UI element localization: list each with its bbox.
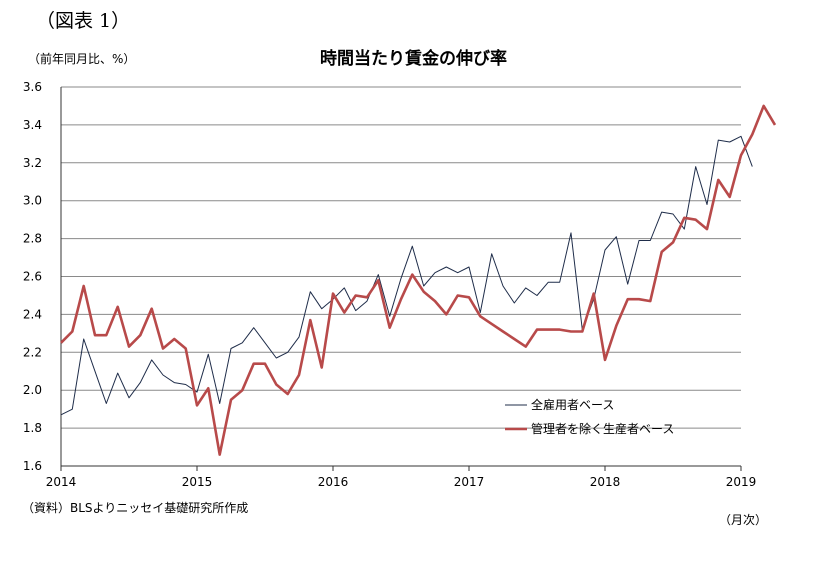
series-line-2 [60, 104, 777, 456]
legend-label-2: 管理者を除く生産者ベース [531, 421, 674, 436]
y-tick-label: 2.6 [23, 270, 42, 284]
chart-title: 時間当たり賃金の伸び率 [320, 49, 507, 69]
y-tick-label: 3.6 [23, 80, 42, 94]
x-tick-label: 2018 [590, 475, 621, 489]
series-lines [60, 104, 777, 456]
x-tick-label: 2017 [454, 475, 485, 489]
x-tick-label: 2015 [182, 475, 213, 489]
figure-caption: （図表 1） [36, 10, 131, 32]
y-tick-label: 2.8 [23, 232, 42, 246]
grid-lines [61, 86, 741, 429]
axes: 1.6 1.8 2.0 2.2 2.4 2.6 2.8 3.0 3.2 3.4 3.6 2014 201… [23, 80, 756, 489]
y-tick-label: 3.4 [23, 118, 42, 132]
y-tick-label: 1.6 [23, 459, 42, 473]
y-tick-label: 3.2 [23, 156, 42, 170]
x-tick-label: 2014 [46, 475, 77, 489]
y-tick-label: 2.2 [23, 345, 42, 359]
y-unit-label: （前年同月比、%） [28, 52, 136, 66]
x-tick-label: 2016 [318, 475, 349, 489]
y-tick-label: 1.8 [23, 421, 42, 435]
y-tick-label: 2.4 [23, 307, 42, 321]
y-tick-label: 3.0 [23, 194, 42, 208]
y-tick-label: 2.0 [23, 383, 42, 397]
series-line-1 [60, 135, 753, 416]
legend-label-1: 全雇用者ベース [531, 397, 614, 412]
x-tick-label: 2019 [726, 475, 757, 489]
x-unit-label: （月次） [719, 513, 768, 527]
source-note: （資料）BLSよりニッセイ基礎研究所作成 [22, 501, 249, 515]
